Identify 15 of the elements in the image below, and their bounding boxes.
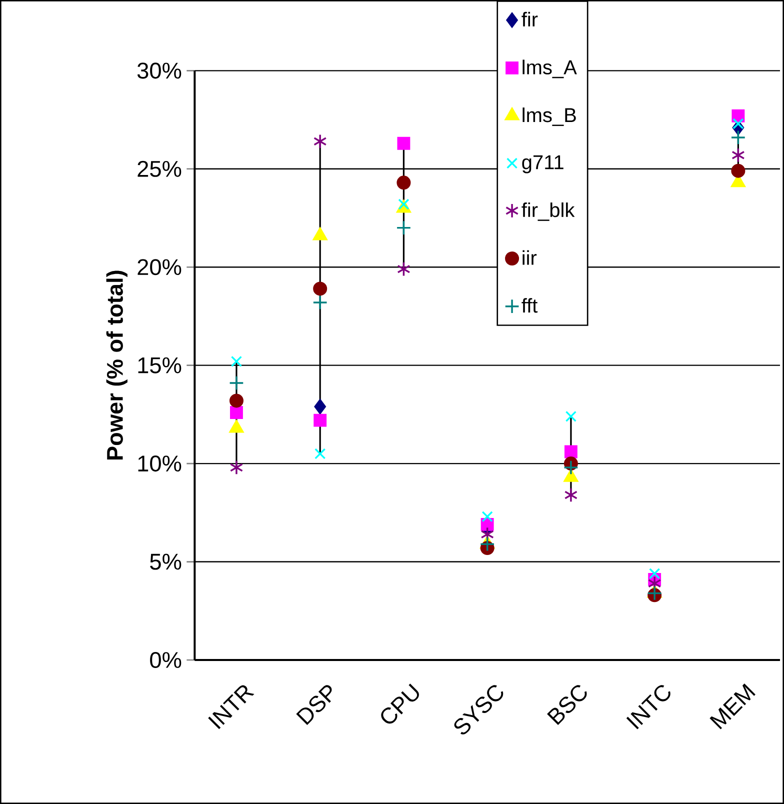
legend-label: g711 — [522, 155, 564, 174]
legend-label: iir — [522, 250, 537, 265]
y-tick-label: 0% — [150, 652, 182, 668]
legend-label: fir_blk — [522, 202, 575, 221]
legend-label: lms_B — [522, 108, 576, 126]
y-tick-label: 20% — [138, 259, 182, 276]
y-tick-label: 25% — [138, 160, 182, 177]
legend-label: lms_A — [522, 60, 577, 78]
legend-label: fft — [522, 298, 538, 313]
legend-label: fir — [522, 12, 538, 26]
y-tick-label: 15% — [138, 357, 182, 374]
y-tick-label: 10% — [138, 456, 182, 472]
y-tick-label: 5% — [150, 554, 182, 570]
y-axis-title: Power (% of total) — [106, 270, 128, 460]
y-tick-label: 30% — [137, 62, 182, 79]
